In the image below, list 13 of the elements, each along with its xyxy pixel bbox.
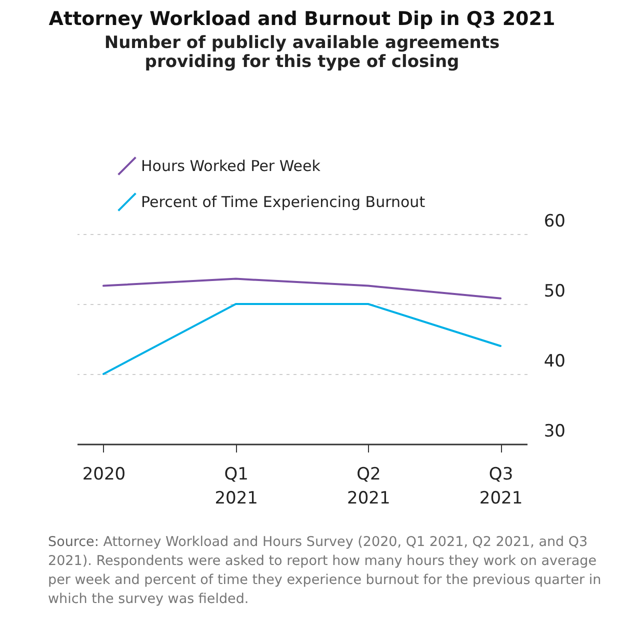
x-tick-label: 2020 (82, 464, 126, 484)
x-tick-label: Q2 2021 (347, 464, 390, 508)
legend-label: Percent of Time Experiencing Burnout (141, 193, 426, 211)
x-tick-label: Q1 2021 (214, 464, 258, 508)
y-tick-label: 30 (544, 422, 566, 442)
chart-title: Attorney Workload and Burnout Dip in Q3 2021 (48, 8, 556, 30)
y-tick-label: 40 (544, 352, 566, 372)
source-note: Source: Attorney Workload and Hours Survey (2020, Q1 2021, Q2 2021, and Q3 2021). Respondents were asked to report how many hours they work on average per week and percent of time they experience burnout for the previous quarter in which the survey was fielded. (48, 533, 602, 609)
x-tick-label: Q3 2021 (479, 464, 523, 508)
y-tick-label: 60 (544, 212, 566, 232)
legend-label: Hours Worked Per Week (141, 157, 321, 175)
chart-subtitle: Number of publicly available agreements providing for this type of closing (104, 33, 500, 72)
y-tick-label: 50 (544, 282, 566, 302)
